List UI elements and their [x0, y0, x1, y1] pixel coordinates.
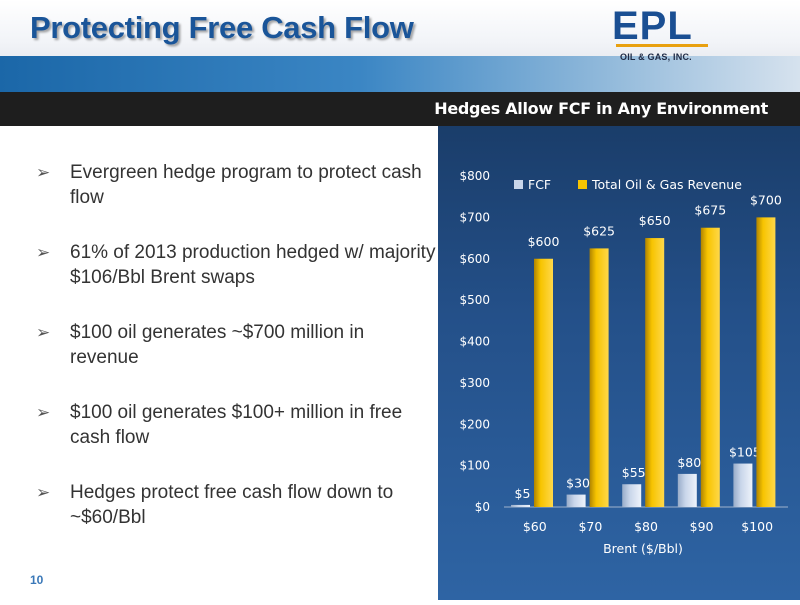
fcf-data-label: $5 [515, 486, 531, 501]
fcf-data-label: $55 [622, 465, 646, 480]
x-tick-label: $70 [578, 519, 602, 534]
company-logo: EPL OIL & GAS, INC. [606, 2, 716, 72]
y-tick-label: $700 [459, 210, 490, 224]
x-tick-label: $60 [523, 519, 547, 534]
chart-subheader-text: Hedges Allow FCF in Any Environment [434, 99, 768, 118]
fcf-bar [677, 473, 697, 507]
bullet-text: $100 oil generates ~$700 million in reve… [70, 322, 365, 368]
y-tick-label: $600 [459, 252, 490, 266]
y-tick-label: $800 [459, 169, 490, 183]
fcf-bar [511, 504, 530, 507]
header-band [0, 56, 800, 92]
revenue-bar [756, 217, 776, 507]
bullet-text: Hedges protect free cash flow down to ~$… [70, 482, 394, 528]
bullet-item: ➢ $100 oil generates ~$700 million in re… [36, 320, 436, 370]
page-title: Protecting Free Cash Flow [30, 10, 414, 45]
logo-underline [616, 44, 708, 47]
arrow-bullet-icon: ➢ [36, 483, 51, 502]
legend-swatch-fcf [514, 180, 523, 189]
arrow-bullet-icon: ➢ [36, 163, 51, 182]
bullet-item: ➢ Evergreen hedge program to protect cas… [36, 160, 436, 210]
legend-label-revenue: Total Oil & Gas Revenue [591, 177, 742, 192]
x-tick-label: $80 [634, 519, 658, 534]
fcf-bar [566, 494, 586, 507]
revenue-bar [645, 238, 665, 507]
bullet-text: $100 oil generates $100+ million in free… [70, 402, 403, 448]
chart-subheader: Hedges Allow FCF in Any Environment [0, 92, 800, 126]
legend-swatch-revenue [578, 180, 587, 189]
y-tick-label: $400 [459, 335, 490, 349]
y-tick-label: $0 [475, 500, 490, 514]
y-tick-label: $100 [459, 459, 490, 473]
revenue-bar [589, 248, 609, 507]
revenue-data-label: $625 [583, 223, 615, 238]
y-tick-label: $500 [459, 293, 490, 307]
x-axis-title: Brent ($/Bbl) [603, 541, 683, 556]
arrow-bullet-icon: ➢ [36, 243, 51, 262]
page-number: 10 [30, 573, 44, 587]
logo-wordmark: EPL [612, 4, 693, 48]
fcf-bar [622, 484, 642, 507]
revenue-data-label: $600 [528, 234, 560, 249]
bullet-text: 61% of 2013 production hedged w/ majorit… [70, 242, 436, 288]
bullet-item: ➢ $100 oil generates $100+ million in fr… [36, 400, 436, 450]
fcf-data-label: $105 [729, 445, 761, 460]
arrow-bullet-icon: ➢ [36, 323, 51, 342]
logo-subtitle: OIL & GAS, INC. [620, 52, 692, 62]
revenue-data-label: $675 [694, 203, 726, 218]
x-tick-label: $100 [741, 519, 773, 534]
revenue-data-label: $650 [639, 213, 671, 228]
fcf-data-label: $30 [566, 476, 590, 491]
arrow-bullet-icon: ➢ [36, 403, 51, 422]
fcf-data-label: $80 [677, 455, 701, 470]
revenue-bar [700, 227, 720, 507]
chart-panel: $0 $100 $200 $300 $400 $500 $600 $700 $800 $5 $600… [438, 126, 800, 600]
y-tick-label: $200 [459, 417, 490, 431]
y-tick-label: $300 [459, 376, 490, 390]
revenue-data-label: $700 [750, 192, 782, 207]
x-tick-label: $90 [690, 519, 714, 534]
bullet-text: Evergreen hedge program to protect cash … [70, 162, 422, 208]
bullet-item: ➢ 61% of 2013 production hedged w/ major… [36, 240, 436, 290]
bullet-item: ➢ Hedges protect free cash flow down to … [36, 480, 436, 530]
bullet-list: ➢ Evergreen hedge program to protect cas… [36, 160, 436, 560]
bar-chart: $0 $100 $200 $300 $400 $500 $600 $700 $800 $5 $600… [459, 169, 788, 556]
revenue-bar [534, 258, 553, 507]
header: Protecting Free Cash Flow EPL OIL & GAS,… [0, 0, 800, 92]
fcf-bar [733, 463, 753, 507]
legend-label-fcf: FCF [528, 177, 551, 192]
